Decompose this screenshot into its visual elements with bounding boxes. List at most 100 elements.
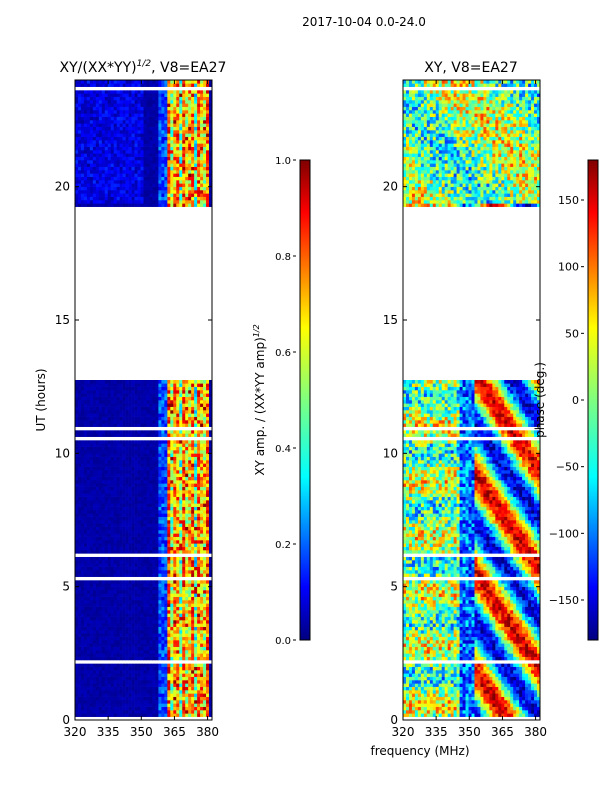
heatmap-cell bbox=[125, 606, 129, 611]
heatmap-cell bbox=[80, 416, 85, 421]
heatmap-cell bbox=[92, 523, 97, 527]
heatmap-cell bbox=[197, 603, 201, 607]
heatmap-cell bbox=[98, 540, 103, 544]
heatmap-cell bbox=[107, 590, 112, 594]
heatmap-cell bbox=[122, 583, 126, 587]
heatmap-cell bbox=[110, 396, 115, 401]
heatmap-cell bbox=[179, 660, 183, 664]
heatmap-cell bbox=[101, 443, 106, 447]
heatmap-cell bbox=[176, 510, 180, 514]
heatmap-cell bbox=[107, 700, 112, 704]
heatmap-cell bbox=[158, 603, 162, 607]
heatmap-cell bbox=[191, 486, 195, 491]
heatmap-cell bbox=[104, 673, 109, 677]
heatmap-cell bbox=[92, 413, 97, 417]
heatmap-cell bbox=[89, 573, 94, 577]
heatmap-cell bbox=[75, 456, 79, 461]
heatmap-cell bbox=[92, 486, 97, 491]
heatmap-cell bbox=[185, 473, 189, 477]
heatmap-cell bbox=[128, 520, 132, 524]
heatmap-cell bbox=[200, 450, 204, 454]
heatmap-cell bbox=[137, 380, 141, 384]
heatmap-cell bbox=[98, 586, 103, 591]
heatmap-cell bbox=[188, 416, 192, 421]
heatmap-cell bbox=[140, 433, 144, 437]
heatmap-cell bbox=[104, 456, 109, 461]
heatmap-cell bbox=[83, 693, 88, 697]
heatmap-cell bbox=[80, 436, 85, 441]
heatmap-cell bbox=[140, 580, 144, 584]
heatmap-cell bbox=[80, 460, 85, 464]
heatmap-cell bbox=[164, 186, 168, 191]
heatmap-cell bbox=[116, 380, 120, 384]
heatmap-cell bbox=[152, 406, 156, 411]
heatmap-cell bbox=[188, 563, 192, 567]
heatmap-cell bbox=[101, 403, 106, 407]
heatmap-cell bbox=[128, 590, 132, 594]
heatmap-cell bbox=[209, 700, 212, 704]
heatmap-cell bbox=[89, 190, 94, 194]
heatmap-cell bbox=[170, 473, 174, 477]
heatmap-cell bbox=[122, 713, 126, 717]
heatmap-cell bbox=[131, 630, 135, 634]
heatmap-cell bbox=[80, 523, 85, 527]
heatmap-cell bbox=[200, 500, 204, 504]
heatmap-cell bbox=[116, 183, 120, 187]
heatmap-cell bbox=[75, 693, 79, 697]
heatmap-cell bbox=[158, 420, 162, 424]
heatmap-cell bbox=[98, 643, 103, 647]
heatmap-cell bbox=[137, 640, 141, 644]
heatmap-cell bbox=[155, 393, 159, 397]
heatmap-cell bbox=[191, 570, 195, 574]
heatmap-cell bbox=[197, 453, 201, 457]
heatmap-cell bbox=[107, 706, 112, 711]
heatmap-cell bbox=[101, 683, 106, 687]
heatmap-cell bbox=[170, 610, 174, 614]
heatmap-cell bbox=[140, 703, 144, 707]
heatmap-cell bbox=[77, 513, 82, 517]
heatmap-cell bbox=[161, 716, 165, 720]
heatmap-cell bbox=[140, 643, 144, 647]
heatmap-cell bbox=[119, 430, 123, 434]
heatmap-cell bbox=[149, 646, 153, 651]
heatmap-cell bbox=[197, 393, 201, 397]
heatmap-cell bbox=[170, 423, 174, 427]
heatmap-cell bbox=[158, 200, 162, 204]
heatmap-cell bbox=[200, 613, 204, 617]
heatmap-cell bbox=[131, 623, 135, 627]
heatmap-cell bbox=[77, 606, 82, 611]
heatmap-cell bbox=[167, 190, 171, 194]
heatmap-cell bbox=[161, 536, 165, 541]
heatmap-cell bbox=[185, 493, 189, 497]
heatmap-cell bbox=[75, 433, 79, 437]
heatmap-cell bbox=[122, 540, 126, 544]
heatmap-cell bbox=[179, 603, 183, 607]
heatmap-cell bbox=[164, 670, 168, 674]
heatmap-cell bbox=[77, 393, 82, 397]
heatmap-cell bbox=[176, 436, 180, 441]
heatmap-cell bbox=[128, 610, 132, 614]
heatmap-cell bbox=[128, 393, 132, 397]
heatmap-cell bbox=[170, 680, 174, 684]
heatmap-cell bbox=[203, 416, 207, 421]
heatmap-cell bbox=[173, 186, 177, 191]
heatmap-cell bbox=[143, 680, 147, 684]
heatmap-cell bbox=[194, 473, 198, 477]
heatmap-cell bbox=[137, 710, 141, 714]
heatmap-cell bbox=[185, 443, 189, 447]
heatmap-cell bbox=[116, 700, 120, 704]
heatmap-cell bbox=[80, 393, 85, 397]
heatmap-cell bbox=[143, 463, 147, 467]
heatmap-cell bbox=[83, 393, 88, 397]
heatmap-cell bbox=[164, 633, 168, 637]
heatmap-cell bbox=[185, 606, 189, 611]
heatmap-cell bbox=[128, 713, 132, 717]
heatmap-cell bbox=[185, 456, 189, 461]
heatmap-cell bbox=[191, 693, 195, 697]
heatmap-cell bbox=[158, 570, 162, 574]
heatmap-cell bbox=[95, 546, 100, 551]
heatmap-cell bbox=[167, 503, 171, 507]
heatmap-cell bbox=[86, 690, 91, 694]
heatmap-cell bbox=[113, 580, 117, 584]
heatmap-cell bbox=[75, 500, 79, 504]
